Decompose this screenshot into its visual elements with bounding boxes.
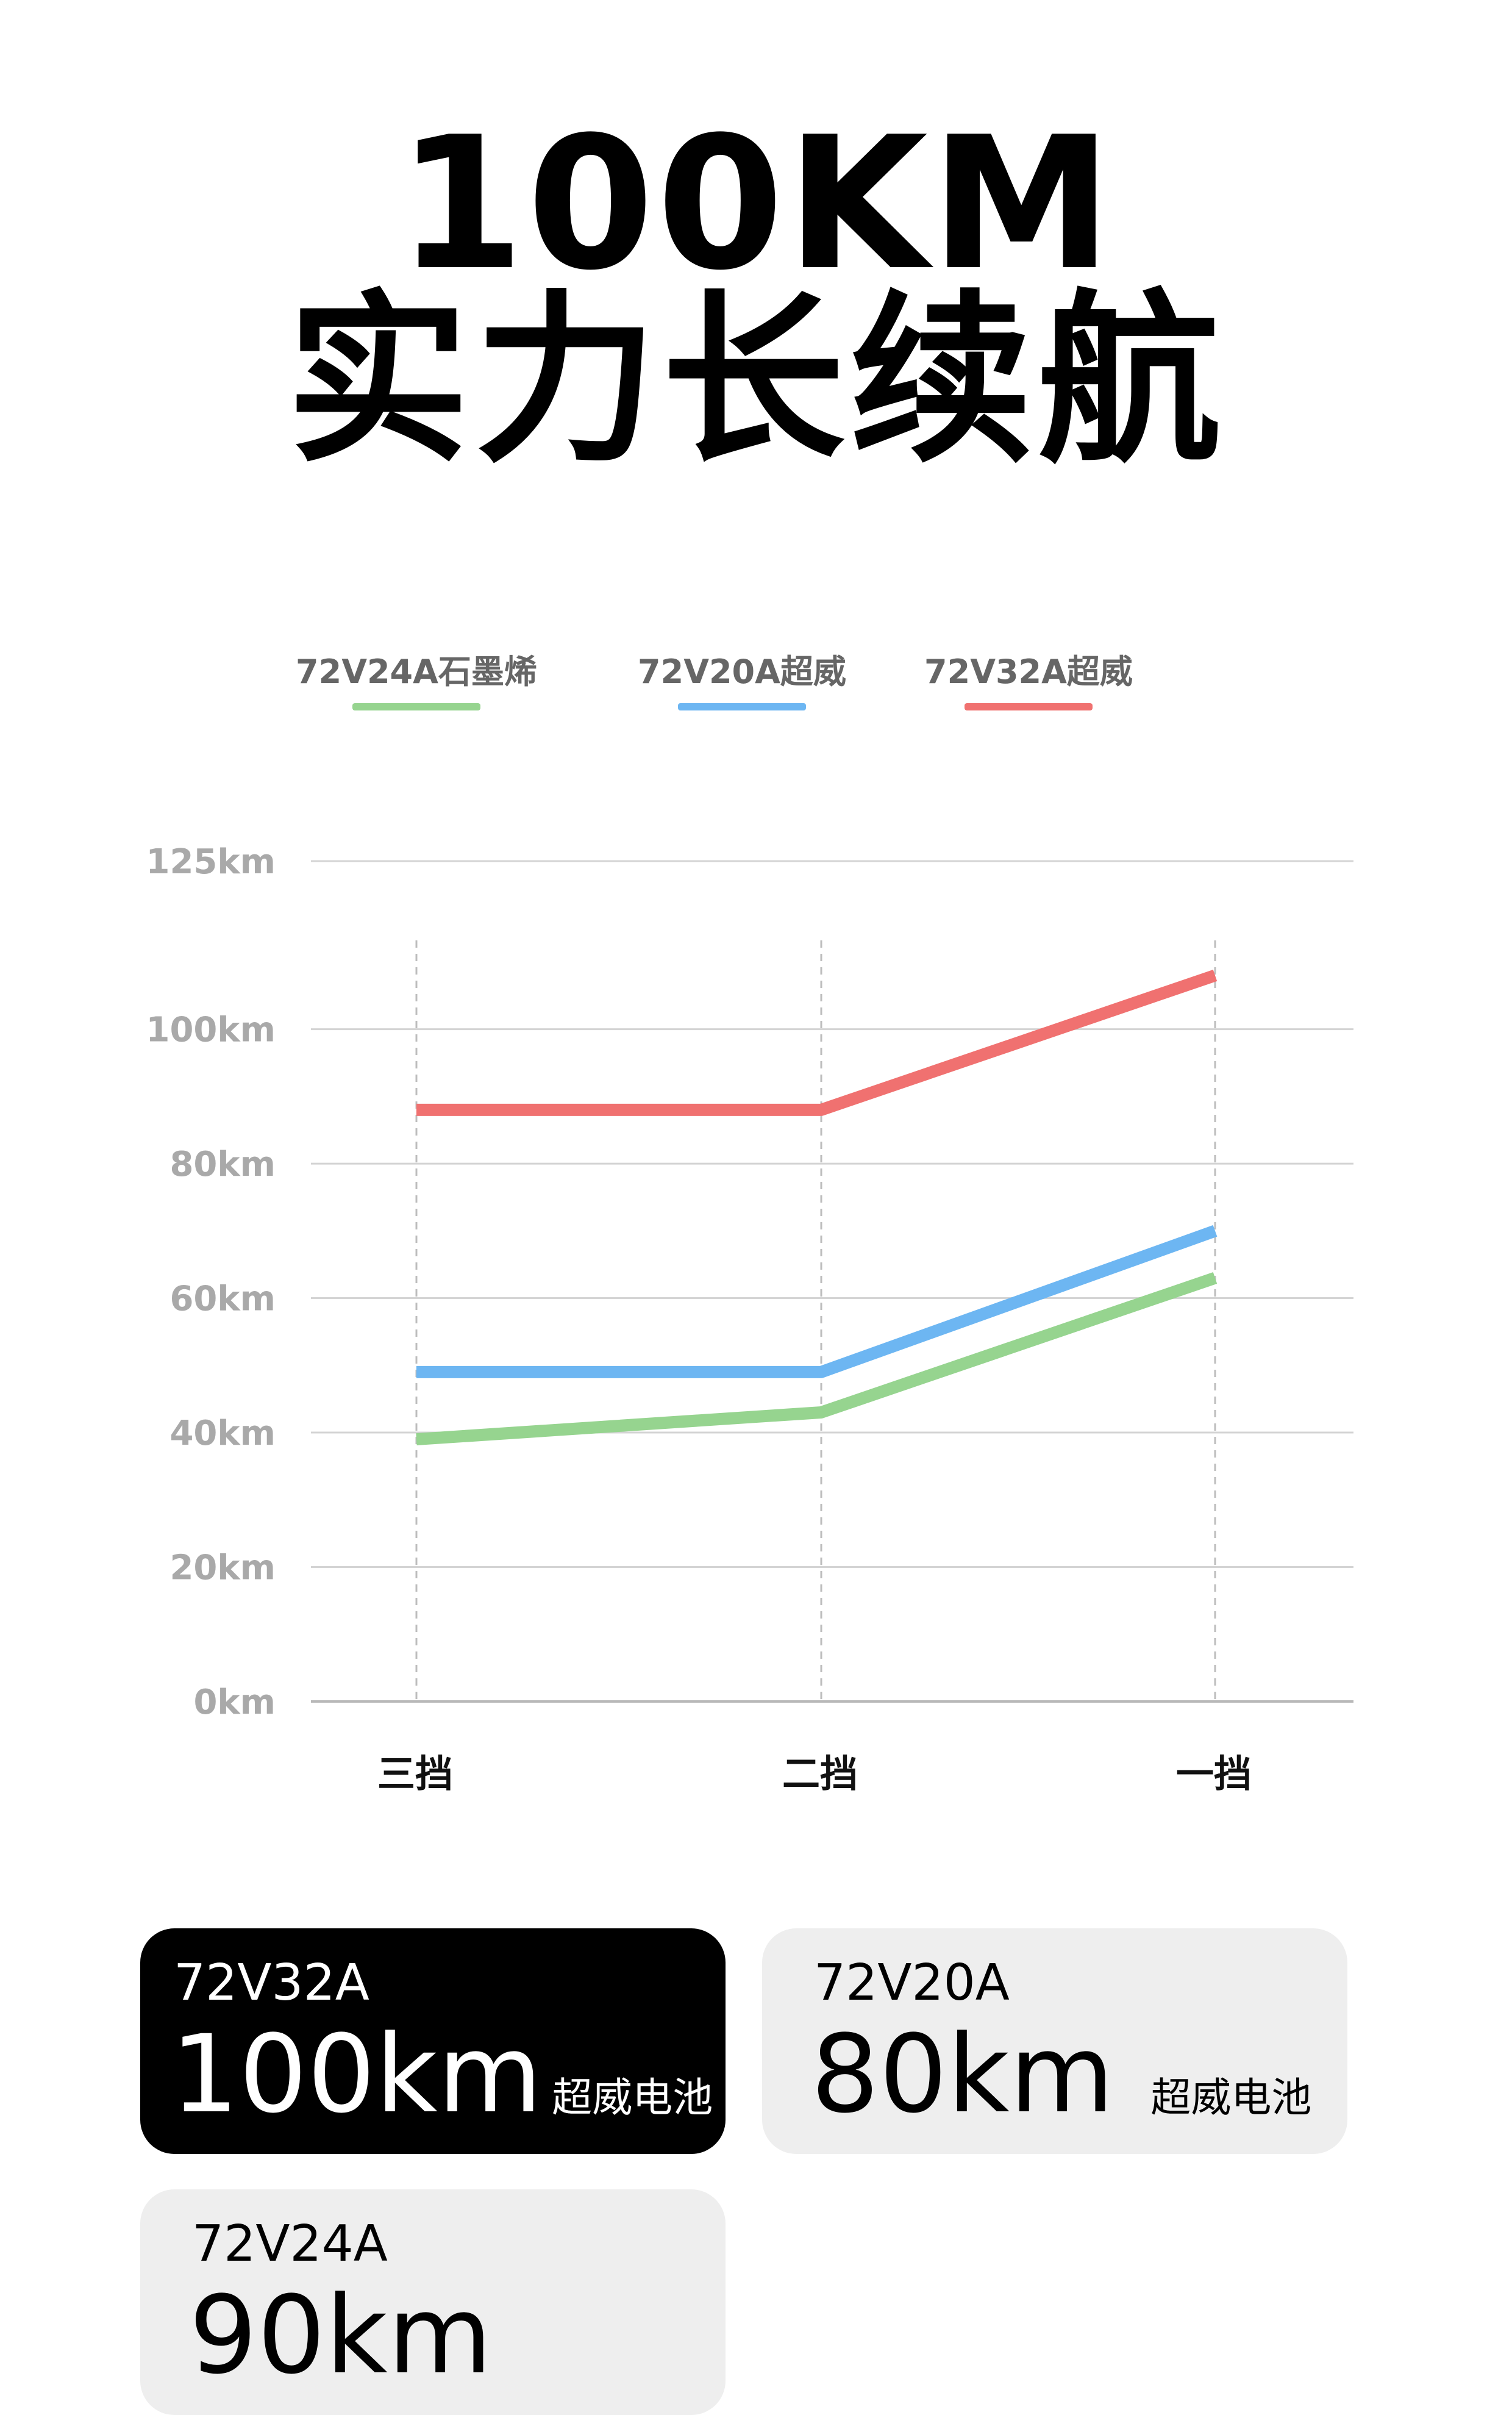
x-axis-labels: 三挡 二挡 一挡 xyxy=(377,1751,1252,1796)
y-tick-label: 20km xyxy=(169,1548,276,1588)
y-tick-label: 100km xyxy=(146,1011,276,1050)
headline-distance: 100KM xyxy=(397,98,1115,310)
series-line-2 xyxy=(416,969,1218,1116)
x-category-label: 三挡 xyxy=(377,1751,453,1796)
range-card-72v20a: 72V20A 80km 超威电池 xyxy=(762,1928,1347,2154)
series-line-0 xyxy=(416,1272,1218,1446)
x-category-label: 一挡 xyxy=(1176,1751,1252,1796)
y-tick-label: 60km xyxy=(169,1279,276,1319)
range-card-72v32a: 72V32A 100km 超威电池 xyxy=(140,1928,726,2154)
headline-slogan: 实力长续航 xyxy=(287,274,1225,487)
series-lines xyxy=(416,969,1218,1446)
card-model: 72V20A xyxy=(814,1954,1010,2012)
y-tick-label: 0km xyxy=(193,1683,276,1722)
y-tick-label: 125km xyxy=(146,842,276,882)
card-battery-label: 超威电池 xyxy=(1150,2074,1312,2121)
legend-label: 72V32A超威 xyxy=(924,653,1133,691)
y-tick-label: 80km xyxy=(169,1145,276,1184)
category-guides xyxy=(415,940,1216,1701)
y-tick-label: 40km xyxy=(169,1414,276,1453)
card-battery-label: 超威电池 xyxy=(552,2074,713,2121)
range-line-chart: 72V24A石墨烯 72V20A超威 72V32A超威 0km 20km 40km 60k… xyxy=(146,653,1353,1796)
legend-swatch xyxy=(965,703,1093,710)
card-model: 72V24A xyxy=(192,2215,388,2273)
legend-label: 72V24A石墨烯 xyxy=(296,653,537,691)
x-category-label: 二挡 xyxy=(782,1751,858,1796)
card-range-value: 80km xyxy=(811,2012,1114,2137)
card-model: 72V32A xyxy=(174,1954,369,2012)
legend-swatch xyxy=(352,703,480,710)
y-axis-labels: 0km 20km 40km 60km 80km 100km 125km xyxy=(146,842,276,1722)
chart-legend: 72V24A石墨烯 72V20A超威 72V32A超威 xyxy=(296,653,1133,710)
legend-label: 72V20A超威 xyxy=(638,653,846,691)
card-range-value: 100km xyxy=(171,2012,543,2137)
card-range-value: 90km xyxy=(189,2273,493,2398)
series-line-1 xyxy=(416,1225,1218,1378)
legend-swatch xyxy=(678,703,806,710)
range-card-72v24a: 72V24A 90km xyxy=(140,2189,726,2415)
